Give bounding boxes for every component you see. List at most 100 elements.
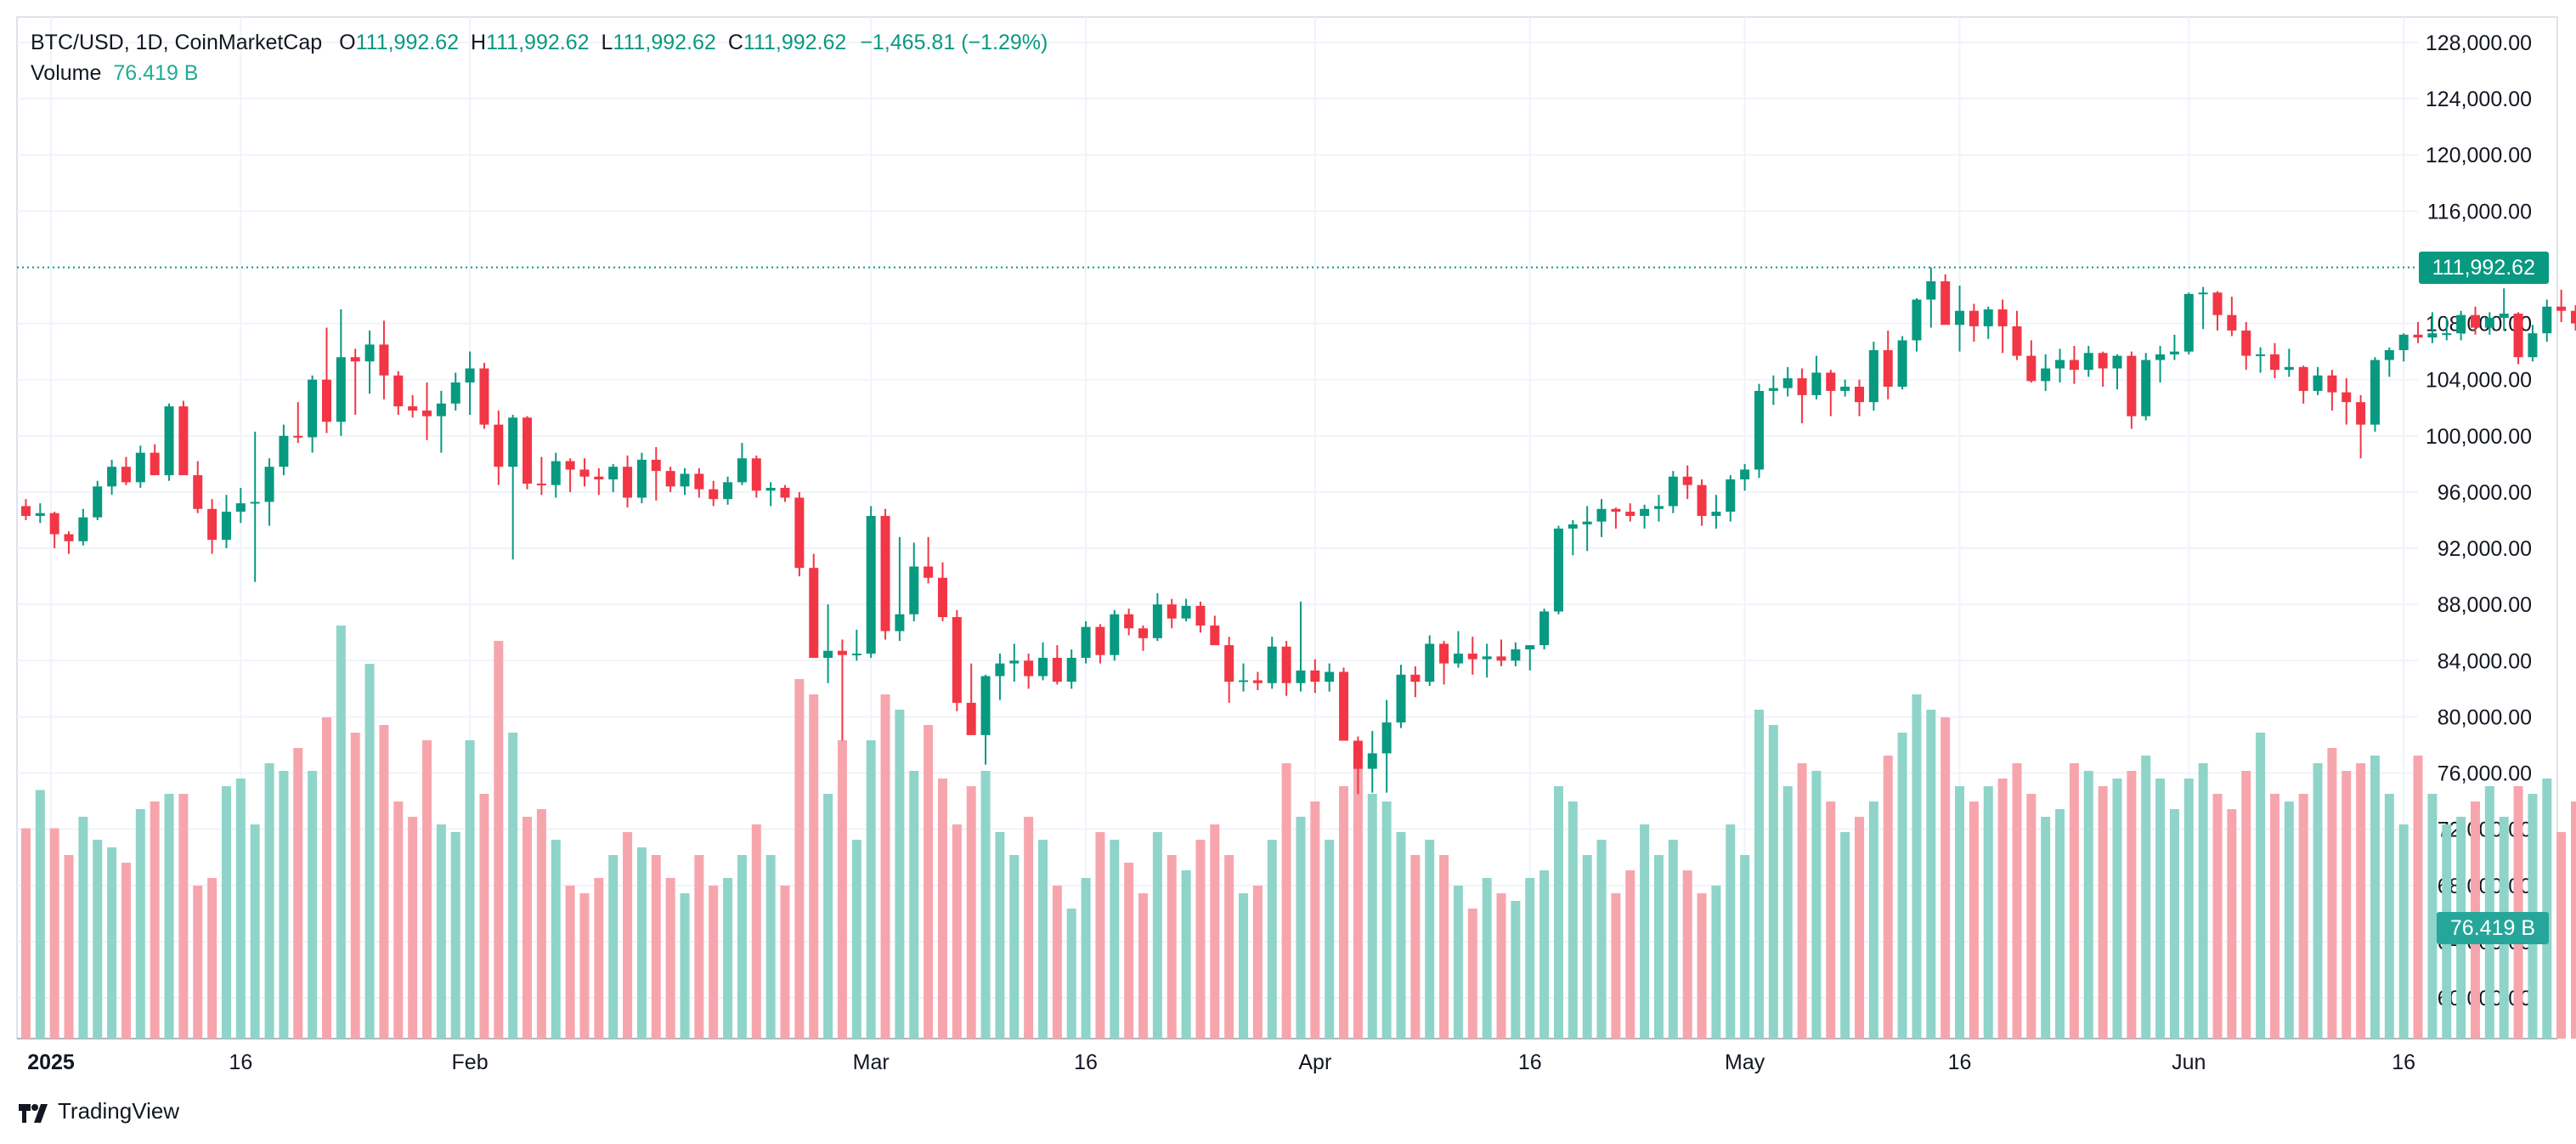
candle-body [2127,355,2137,416]
volume-bar [1009,855,1020,1039]
candle-body [523,417,533,484]
candle-body [1066,657,1076,682]
time-tick-label: 16 [1948,1051,1972,1074]
candle-body [1296,670,1306,683]
volume-bar [121,863,131,1039]
candle-body [2284,366,2294,371]
candle-body [2141,360,2151,416]
volume-bar [1682,870,1692,1039]
candle-body [1181,605,1191,619]
candle-body [980,676,991,735]
candle-body [2528,333,2538,358]
candle-body [379,344,389,376]
ohlc-row: BTC/USD, 1D, CoinMarketCap O 111,992.62 H… [31,27,1048,58]
volume-bar [523,817,533,1039]
price-change: −1,465.81 (−1.29%) [860,31,1048,54]
volume-bar [1539,870,1550,1039]
candle-body [1840,386,1850,391]
close-label: C [727,31,743,54]
candle-body [2241,330,2251,356]
volume-bar [1582,855,1592,1039]
volume-bar [837,740,847,1039]
volume-bar [651,855,661,1039]
open-label: O [339,31,356,54]
time-tick-label: 2025 [27,1051,75,1074]
candle-body [1024,660,1034,677]
candle-body [121,467,131,483]
volume-bar [450,832,460,1039]
volume-bar [1467,909,1477,1039]
volume-bar [2342,771,2352,1039]
last-price-badge: 111,992.62 [2418,251,2549,284]
price-tick-label: 96,000.00 [2438,481,2532,505]
volume-bar [2155,779,2166,1039]
candle-body [1367,753,1377,769]
candle-body [135,452,145,483]
candle-body [2413,334,2423,338]
candle-body [35,513,45,517]
candle-body [1081,626,1091,658]
volume-bar [321,717,331,1039]
candle-body [93,486,103,518]
candle-body [1381,722,1392,754]
volume-bar [709,886,719,1039]
volume-bar [2256,733,2266,1039]
candle-body [2212,292,2223,315]
candle-body [2513,314,2523,358]
volume-bar [1511,901,1521,1039]
tradingview-logo[interactable]: TradingView [19,1098,179,1124]
candle-body [2012,326,2022,356]
candle-body [2313,375,2323,391]
volume-bar [2041,817,2051,1039]
volume-value: 76.419 B [113,61,199,85]
candle-body [49,513,59,535]
candle-body [2183,293,2194,352]
volume-bar [2241,771,2251,1039]
candle-body [336,357,346,422]
volume-bar [1439,855,1449,1039]
high-value: 111,992.62 [486,31,590,54]
candle-body [150,452,160,476]
volume-bar [1267,840,1277,1039]
volume-bar [1110,840,1120,1039]
time-tick-label: 16 [1518,1051,1542,1074]
volume-bar [809,694,819,1039]
volume-bar [780,886,790,1039]
volume-bar [250,824,260,1039]
candle-body [1596,508,1607,522]
candle-body [250,501,260,504]
volume-bar [2398,824,2409,1039]
volume-bar [1711,886,1721,1039]
volume-bar [1482,878,1492,1039]
volume-bar [2284,801,2294,1039]
candle-body [1926,281,1936,300]
candle-body [851,654,861,656]
volume-bar [2384,794,2394,1039]
volume-bar [1024,817,1034,1039]
candle-body [1897,340,1907,387]
price-tick-label: 84,000.00 [2438,649,2532,673]
candle-body [1482,656,1492,660]
symbol-label[interactable]: BTC/USD, 1D, CoinMarketCap [31,31,323,54]
candle-body [479,368,489,425]
volume-bar [1653,855,1664,1039]
candle-body [308,379,318,438]
volume-label[interactable]: Volume [31,61,102,85]
volume-row: Volume 76.419 B [31,58,1048,88]
volume-bar [20,828,31,1039]
candle-body [1095,626,1105,655]
candle-body [1152,604,1162,638]
candle-body [2484,317,2494,328]
candle-body [164,406,174,476]
volume-bar [1052,886,1062,1039]
volume-bar [937,779,947,1039]
close-value: 111,992.62 [743,31,847,54]
volume-bar [1396,832,1406,1039]
candle-body [1883,349,1893,387]
volume-bar [1224,855,1234,1039]
candle-body [1439,643,1449,664]
volume-bar [1797,763,1807,1039]
volume-bar [135,809,145,1039]
volume-bar [723,878,733,1039]
